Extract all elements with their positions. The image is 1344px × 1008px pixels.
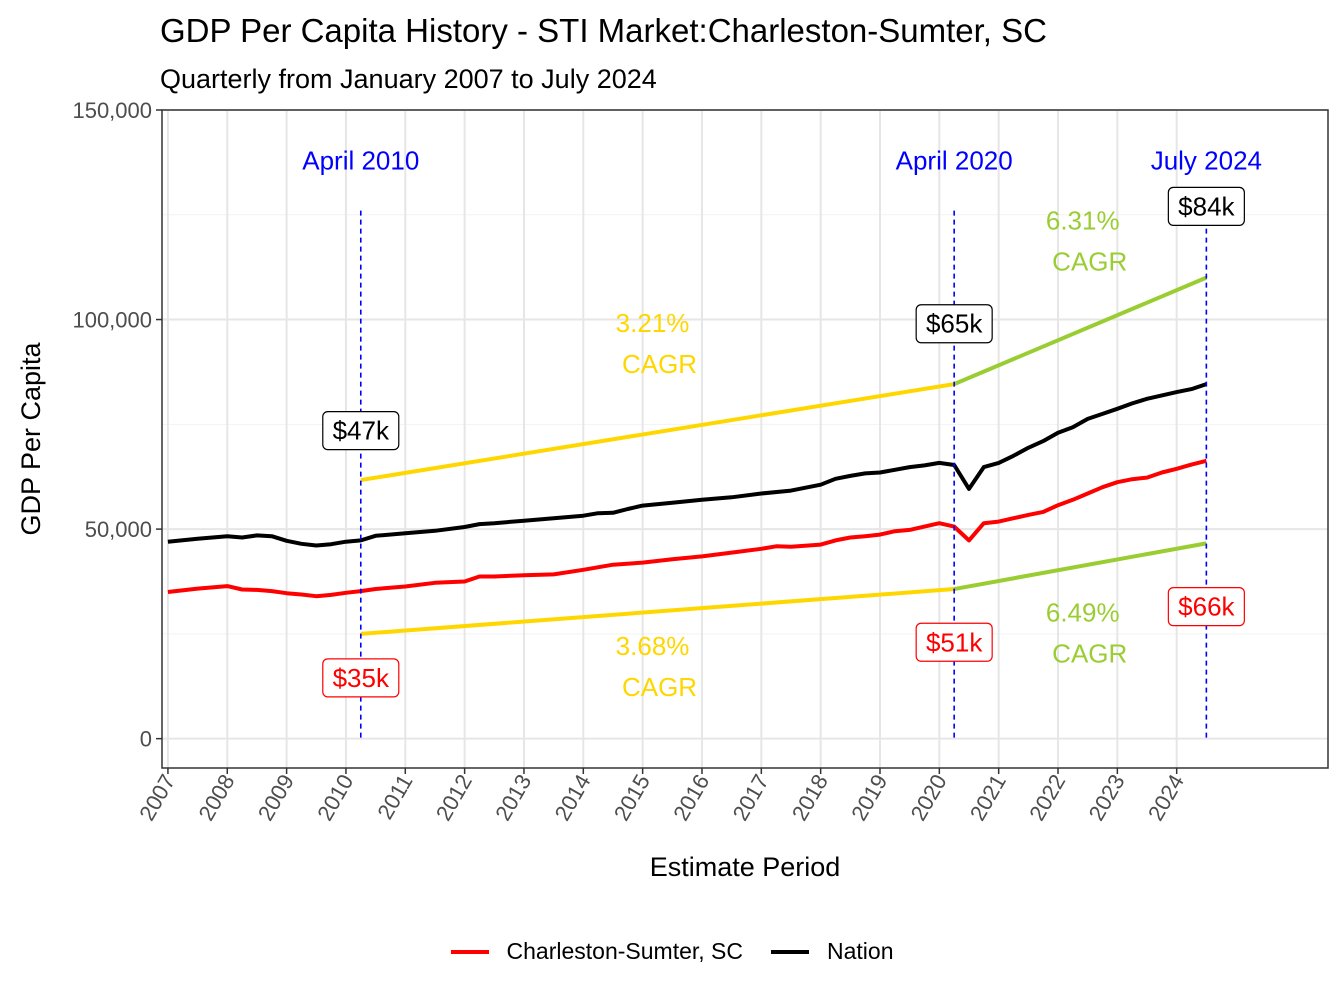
x-tick-label: 2016 xyxy=(668,770,714,825)
value-label-box xyxy=(1167,186,1245,226)
x-tick-label: 2022 xyxy=(1024,770,1070,825)
value-label: $66k xyxy=(1178,592,1235,622)
y-axis-title: GDP Per Capita xyxy=(16,341,46,535)
x-tick-label: 2021 xyxy=(965,770,1011,825)
cagr-percent-label: 6.31% xyxy=(1046,205,1120,235)
period-marker-label: July 2024 xyxy=(1151,145,1262,175)
value-label-box xyxy=(915,304,993,344)
x-tick-label: 2017 xyxy=(728,770,774,825)
series-line-charleston-sumter-sc xyxy=(167,458,1207,599)
x-tick-label: 2008 xyxy=(193,770,239,825)
y-tick-label: 50,000 xyxy=(85,517,152,542)
plot-border xyxy=(161,109,1329,769)
y-tick-label: 100,000 xyxy=(72,308,152,333)
value-label-box xyxy=(322,658,400,698)
cagr-word-label: CAGR xyxy=(1052,246,1127,276)
series-line-nation xyxy=(167,382,1208,548)
cagr-percent-label: 3.21% xyxy=(616,308,690,338)
cagr-trend-line xyxy=(360,382,955,483)
value-label: $51k xyxy=(926,627,983,657)
legend-item-charleston: Charleston-Sumter, SC xyxy=(450,938,743,965)
x-tick-label: 2012 xyxy=(431,770,477,825)
x-tick-label: 2020 xyxy=(906,770,952,825)
cagr-word-label: CAGR xyxy=(622,672,697,702)
value-label: $47k xyxy=(333,416,390,446)
cagr-percent-label: 3.68% xyxy=(616,631,690,661)
value-label: $35k xyxy=(333,663,390,693)
cagr-word-label: CAGR xyxy=(622,349,697,379)
legend-label-nation: Nation xyxy=(827,938,894,964)
x-tick-label: 2007 xyxy=(134,770,180,825)
x-tick-label: 2015 xyxy=(609,770,655,825)
legend-item-nation: Nation xyxy=(771,938,893,965)
cagr-percent-label: 6.49% xyxy=(1046,597,1120,627)
x-tick-label: 2010 xyxy=(312,770,358,825)
value-label: $84k xyxy=(1178,191,1235,221)
legend: Charleston-Sumter, SC Nation xyxy=(0,938,1344,965)
x-tick-label: 2014 xyxy=(550,770,596,825)
x-tick-label: 2024 xyxy=(1143,770,1189,825)
cagr-trend-line xyxy=(953,275,1208,386)
period-marker-label: April 2020 xyxy=(896,145,1013,175)
x-axis-title: Estimate Period xyxy=(650,852,841,882)
x-tick-label: 2013 xyxy=(490,770,536,825)
value-label-box xyxy=(915,622,993,662)
x-tick-label: 2018 xyxy=(787,770,833,825)
cagr-word-label: CAGR xyxy=(1052,638,1127,668)
cagr-trend-line xyxy=(953,541,1207,592)
legend-key-nation xyxy=(771,949,809,954)
x-tick-label: 2011 xyxy=(372,770,417,823)
x-tick-label: 2019 xyxy=(846,770,892,825)
legend-label-charleston: Charleston-Sumter, SC xyxy=(506,938,743,964)
y-tick-label: 150,000 xyxy=(72,98,152,123)
value-label-box xyxy=(1167,587,1245,627)
value-label: $65k xyxy=(926,309,983,339)
chart-subtitle: Quarterly from January 2007 to July 2024 xyxy=(160,64,657,94)
value-label-box xyxy=(322,411,400,451)
x-tick-label: 2023 xyxy=(1084,770,1130,825)
legend-key-charleston xyxy=(450,949,489,954)
cagr-trend-line xyxy=(360,587,955,636)
chart-title: GDP Per Capita History - STI Market:Char… xyxy=(160,12,1047,49)
y-tick-label: 0 xyxy=(140,727,152,752)
period-marker-label: April 2010 xyxy=(302,145,419,175)
x-tick-label: 2009 xyxy=(253,770,299,825)
